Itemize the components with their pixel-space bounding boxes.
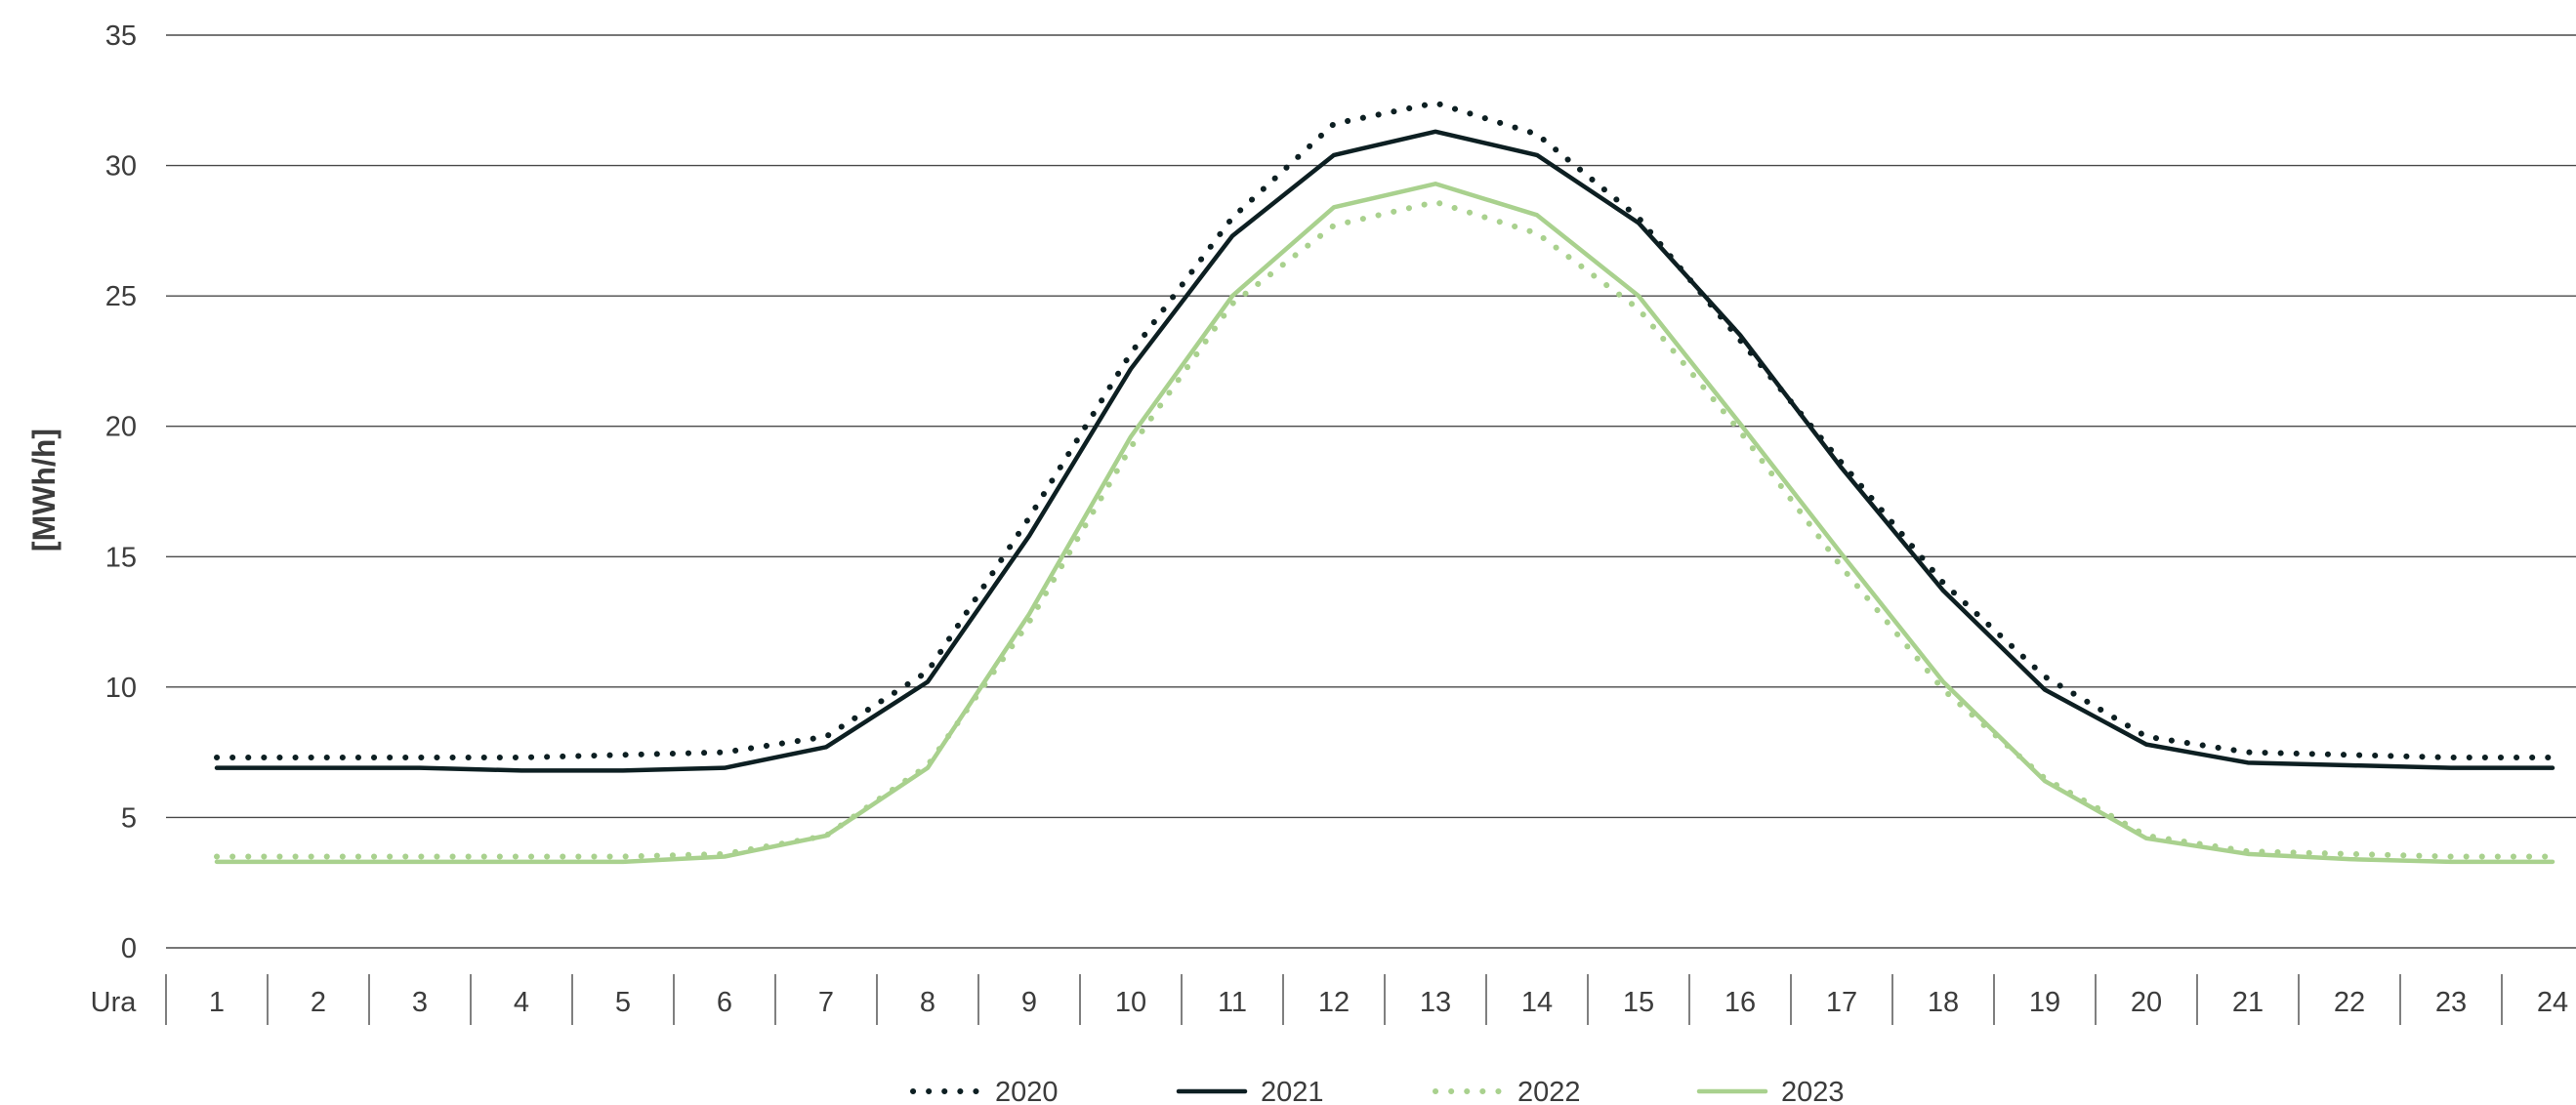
x-tick-label: 10 [1115,987,1146,1018]
x-tick-label: 16 [1724,987,1756,1018]
x-tick-label: 3 [412,987,428,1018]
y-tick-label: 0 [121,933,137,964]
series-2020-line [214,100,2555,760]
x-tick-label: 21 [2232,987,2264,1018]
x-tick-label: 13 [1420,987,1451,1018]
x-tick-label: 7 [818,987,834,1018]
x-tick-label: 11 [1218,987,1247,1018]
gridlines [166,34,2576,949]
x-tick-label: 6 [717,987,732,1018]
series-2021-line [214,129,2555,773]
y-tick-label: 25 [105,281,137,312]
x-tick-label: 14 [1521,987,1553,1018]
x-axis: 1 2 3 4 5 6 7 8 9 10 11 12 13 14 15 16 17 18 19 20 21 22 23 24 [165,974,2568,1025]
series-lines [214,100,2555,865]
legend-label-2023: 2023 [1781,1077,1845,1105]
y-tick-label: 35 [105,20,137,52]
x-tick-label: 17 [1826,987,1857,1018]
x-tick-label: 19 [2029,987,2060,1018]
y-tick-label: 20 [105,412,137,443]
x-tick-label: 24 [2537,987,2568,1018]
y-tick-label: 5 [121,802,137,834]
x-tick-label: 20 [2131,987,2162,1018]
series-2023-line [214,182,2555,865]
series-2022-line [214,198,2555,860]
x-tick-label: 23 [2435,987,2467,1018]
x-tick-label: 15 [1623,987,1654,1018]
legend-label-2020: 2020 [995,1077,1059,1105]
y-tick-label: 10 [105,673,137,704]
legend-label-2021: 2021 [1261,1077,1324,1105]
x-tick-label: 1 [209,987,225,1018]
x-tick-label: 12 [1318,987,1350,1018]
y-tick-label: 15 [105,542,137,573]
x-tick-label: 8 [920,987,935,1018]
x-tick-label: 2 [311,987,326,1018]
x-tick-label: 5 [615,987,631,1018]
y-axis-title: [MWh/h] [26,429,62,552]
y-tick-label: 30 [105,151,137,183]
legend: 2020 2021 2022 2023 [910,1077,1845,1105]
x-tick-label: 18 [1928,987,1959,1018]
x-axis-title: Ura [91,987,138,1018]
y-axis-ticks: 0 5 10 15 20 25 30 35 [105,20,137,964]
x-tick-label: 22 [2334,987,2365,1018]
x-tick-label: 4 [514,987,529,1018]
legend-label-2022: 2022 [1517,1077,1581,1105]
x-tick-label: 9 [1021,987,1037,1018]
